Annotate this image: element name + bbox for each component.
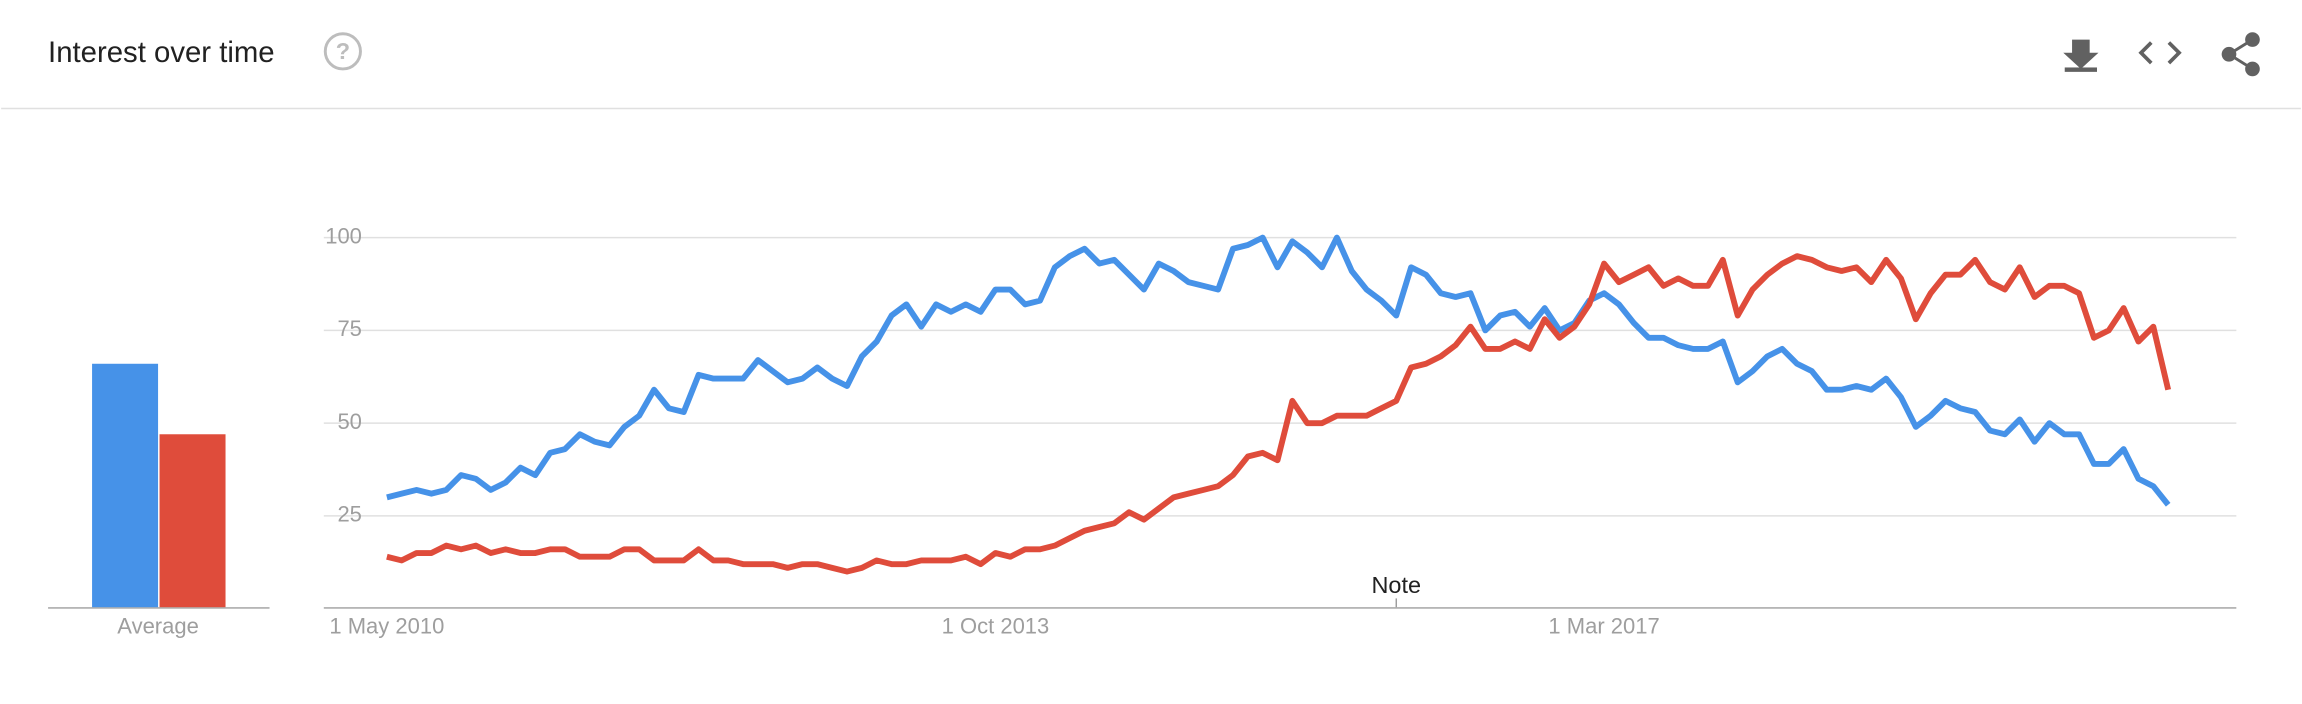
help-icon[interactable]: ? xyxy=(323,32,362,71)
annotation-label: Note xyxy=(1371,572,1421,598)
share-icon[interactable] xyxy=(2221,32,2260,77)
average-label: Average xyxy=(117,614,199,639)
series-line xyxy=(386,253,2172,575)
series-line xyxy=(386,234,2171,507)
average-bar xyxy=(92,363,159,608)
x-tick-label: 1 Mar 2017 xyxy=(1548,614,1659,639)
x-tick-label: 1 May 2010 xyxy=(329,614,444,639)
embed-icon[interactable] xyxy=(2138,41,2182,65)
download-icon[interactable] xyxy=(2063,39,2099,72)
svg-text:?: ? xyxy=(336,38,350,64)
average-bar xyxy=(159,434,226,608)
y-tick-label: 75 xyxy=(337,316,361,341)
y-tick-label: 50 xyxy=(337,409,361,434)
x-tick-label: 1 Oct 2013 xyxy=(942,614,1050,639)
widget-title: Interest over time xyxy=(48,36,275,69)
y-tick-label: 25 xyxy=(337,502,361,527)
y-tick-label: 100 xyxy=(325,223,362,248)
